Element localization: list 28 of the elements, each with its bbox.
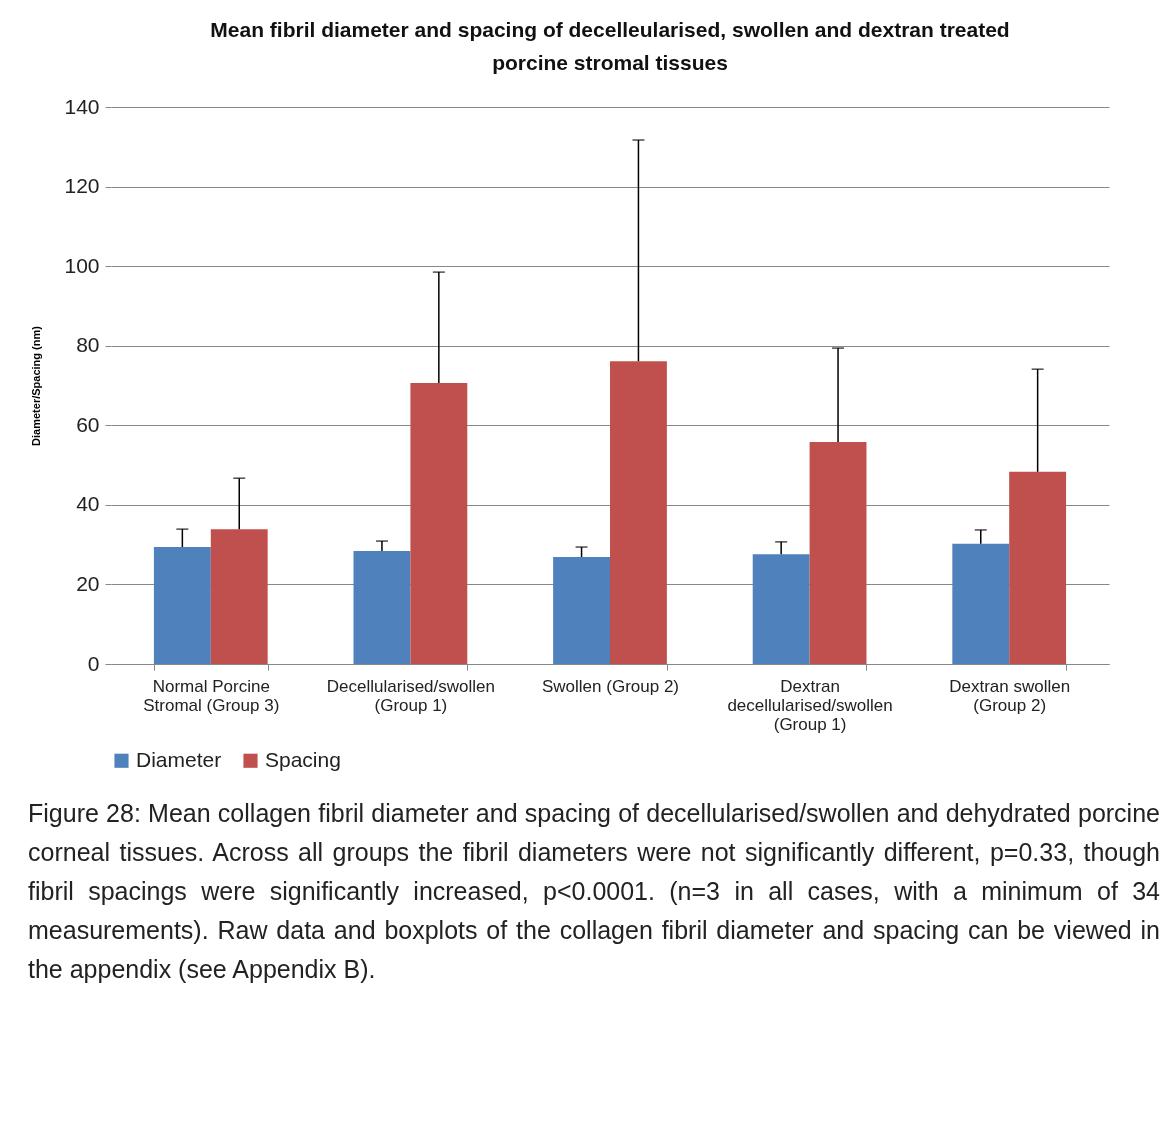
bar <box>610 361 667 664</box>
legend-label: Diameter <box>136 747 222 771</box>
bar <box>153 547 211 664</box>
chart-title: Mean fibril diameter and spacing of decelleularised, swollen and dextran treated porcine stromal tissues <box>210 18 1010 74</box>
bar <box>353 551 411 664</box>
y-tick-label: 120 <box>64 174 100 198</box>
y-tick-label: 80 <box>76 333 100 357</box>
y-tick-label: 0 <box>87 651 100 675</box>
x-tick-label: Dextran swollen (Group 2) <box>949 676 1071 715</box>
x-tick-label: Normal Porcine Stromal (Group 3) <box>143 676 280 715</box>
y-axis-title: Diameter/Spacing (nm) <box>30 325 43 446</box>
x-tick-label: Dextran decellularised/swollen (Group 1) <box>727 676 893 734</box>
bar <box>410 383 468 664</box>
bar <box>210 529 268 664</box>
y-tick-label: 100 <box>64 253 100 277</box>
x-tick-label: Swollen (Group 2) <box>541 676 680 696</box>
x-tick-label: Decellularised/swollen (Group 1) <box>326 676 495 715</box>
caption: Figure 28: Mean collagen fibril diameter and spacing of decellularised/swollen and dehydrated porcine corneal tissues. Across all groups the fibril diameters were not significantly different, p=0.33, though fibril spacings were significantly increased, p<0.0001. (n=3 in all cases, with a minimum of 34 measurements). Raw data and boxplots of the collagen fibril diameter and spacing can be viewed in the appendix (see Appendix B). <box>28 798 1160 985</box>
legend-label: Spacing <box>265 747 341 771</box>
bar <box>553 556 610 664</box>
bar <box>752 554 810 664</box>
bar <box>809 442 867 664</box>
bar <box>952 543 1010 664</box>
y-tick-label: 140 <box>64 94 100 118</box>
y-tick-label: 20 <box>76 571 100 595</box>
y-tick-label: 60 <box>76 412 100 436</box>
bar <box>1009 471 1067 664</box>
y-tick-label: 40 <box>76 492 100 516</box>
